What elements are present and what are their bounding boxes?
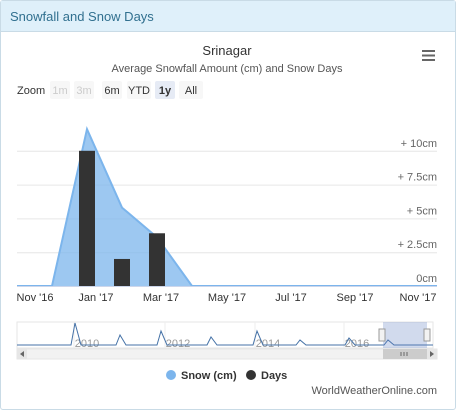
- panel-title: Snowfall and Snow Days: [10, 9, 154, 24]
- zoom-button-label: YTD: [128, 85, 150, 97]
- plot-area: [17, 126, 437, 287]
- legend-label: Snow (cm): [181, 370, 237, 382]
- zoom-button-label: 3m: [76, 85, 91, 97]
- navigator-right-handle[interactable]: [423, 328, 431, 342]
- zoom-button-1y[interactable]: 1y: [155, 81, 175, 99]
- days-bar[interactable]: [149, 233, 165, 286]
- panel-header: Snowfall and Snow Days: [1, 1, 455, 32]
- legend-item-snow[interactable]: Snow (cm): [166, 370, 237, 382]
- navigator-year-label: 2016: [345, 338, 369, 350]
- y-tick-label: + 2.5cm: [398, 239, 437, 251]
- x-tick-label: Sep '17: [337, 292, 374, 304]
- hamburger-menu-icon[interactable]: [418, 45, 440, 65]
- legend-symbol: [166, 370, 176, 380]
- y-tick-label: 0cm: [416, 273, 437, 285]
- navigator-selected-range[interactable]: [383, 322, 427, 348]
- x-tick-label: Nov '17: [400, 292, 437, 304]
- x-tick-label: Mar '17: [143, 292, 179, 304]
- legend: Snow (cm) Days: [166, 370, 287, 382]
- days-bar[interactable]: [79, 150, 95, 286]
- navigator-year-label: 2014: [256, 338, 280, 350]
- navigator-labels: 2010 2012 2014 2016: [73, 322, 369, 350]
- scrollbar-track[interactable]: [16, 348, 438, 360]
- y-axis-labels: 0cm + 2.5cm + 5cm + 7.5cm + 10cm: [398, 138, 437, 285]
- scroll-left-arrow-icon: [20, 351, 24, 357]
- zoom-buttons: 1m 3m 6m YTD 1y All: [50, 81, 203, 99]
- chart-title: Srinagar: [202, 43, 252, 58]
- zoom-label: Zoom: [17, 85, 45, 97]
- legend-item-days[interactable]: Days: [246, 370, 287, 382]
- zoom-button-3m[interactable]: 3m: [74, 81, 94, 99]
- legend-symbol: [246, 370, 256, 380]
- scroll-right-arrow-icon: [430, 351, 434, 357]
- navigator-year-label: 2012: [166, 338, 190, 350]
- zoom-button-ytd[interactable]: YTD: [127, 81, 151, 99]
- zoom-button-6m[interactable]: 6m: [102, 81, 122, 99]
- zoom-button-all[interactable]: All: [179, 81, 203, 99]
- x-tick-label: May '17: [208, 292, 246, 304]
- credits: WorldWeatherOnline.com: [311, 385, 437, 397]
- navigator-left-handle[interactable]: [378, 328, 386, 342]
- zoom-button-label: 6m: [104, 85, 119, 97]
- y-tick-label: + 7.5cm: [398, 172, 437, 184]
- chart-subtitle: Average Snowfall Amount (cm) and Snow Da…: [112, 63, 343, 75]
- days-bar[interactable]: [114, 258, 130, 286]
- legend-label: Days: [261, 370, 287, 382]
- navigator-year-label: 2010: [75, 338, 99, 350]
- zoom-button-1m[interactable]: 1m: [50, 81, 70, 99]
- navigator[interactable]: 2010 2012 2014 2016: [16, 321, 434, 350]
- scrollbar-grip-icon: [400, 352, 408, 356]
- zoom-button-label: 1y: [159, 85, 172, 97]
- x-axis-labels: Nov '16 Jan '17 Mar '17 May '17 Jul '17 Sep '…: [17, 292, 437, 304]
- navigator-scrollbar[interactable]: [16, 348, 438, 360]
- snow-area[interactable]: [17, 129, 437, 286]
- zoom-button-label: 1m: [52, 85, 67, 97]
- x-tick-label: Jan '17: [78, 292, 113, 304]
- zoom-button-label: All: [185, 85, 197, 97]
- scrollbar-thumb[interactable]: [383, 349, 427, 359]
- navigator-series-line: [17, 322, 433, 346]
- navigator-outline: [16, 321, 434, 349]
- x-tick-label: Jul '17: [275, 292, 306, 304]
- y-tick-label: + 5cm: [407, 205, 437, 217]
- x-tick-label: Nov '16: [17, 292, 54, 304]
- y-tick-label: + 10cm: [401, 138, 437, 150]
